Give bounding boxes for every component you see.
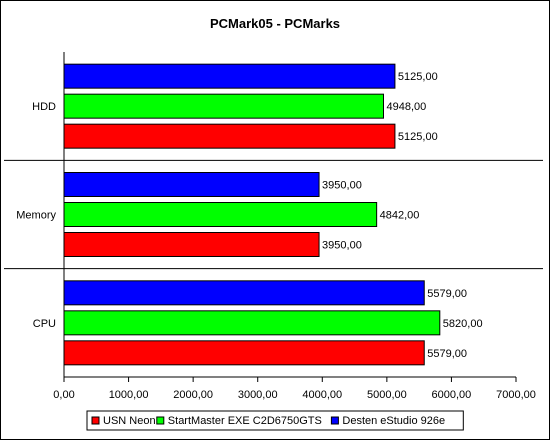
- bar: [63, 172, 320, 197]
- category-label: Memory: [16, 210, 56, 222]
- chart-title: PCMark05 - PCMarks: [210, 16, 340, 31]
- bar: [63, 63, 396, 89]
- data-label: 5125,00: [398, 131, 438, 143]
- legend-label: Desten eStudio 926e: [342, 415, 445, 427]
- bar: [63, 280, 425, 306]
- data-label: 3950,00: [322, 180, 362, 192]
- bar: [63, 340, 425, 366]
- category-label: HDD: [32, 101, 56, 113]
- data-label: 5125,00: [398, 71, 438, 83]
- plot-area: HDD 5125,00 4948,00 5125,00 Memory 3950,00 484…: [4, 52, 543, 401]
- data-label: 5579,00: [427, 288, 467, 300]
- bar: [63, 123, 396, 149]
- legend-label: USN Neon: [103, 415, 156, 427]
- x-tick-label: 7000,00: [496, 389, 536, 401]
- legend-label: StartMaster EXE C2D6750GTS: [168, 415, 322, 427]
- x-tick-label: 6000,00: [432, 389, 472, 401]
- data-label: 4948,00: [386, 101, 426, 113]
- x-tick-label: 3000,00: [238, 389, 278, 401]
- bar: [63, 310, 441, 336]
- legend: USN Neon StartMaster EXE C2D6750GTS Desten…: [86, 410, 464, 431]
- legend-swatch: [156, 416, 165, 425]
- x-tick-label: 5000,00: [367, 389, 407, 401]
- bar: [63, 202, 378, 227]
- category-label: CPU: [33, 318, 56, 330]
- data-label: 5820,00: [443, 318, 483, 330]
- data-label: 4842,00: [380, 210, 420, 222]
- legend-box: [86, 410, 464, 431]
- bar: [63, 93, 384, 119]
- legend-swatch: [330, 416, 339, 425]
- bar: [63, 232, 320, 257]
- data-label: 3950,00: [322, 240, 362, 252]
- x-tick-label: 1000,00: [109, 389, 149, 401]
- x-tick-label: 2000,00: [173, 389, 213, 401]
- data-label: 5579,00: [427, 348, 467, 360]
- x-tick-label: 4000,00: [302, 389, 342, 401]
- x-tick-label: 0,00: [53, 389, 74, 401]
- legend-swatch: [91, 416, 100, 425]
